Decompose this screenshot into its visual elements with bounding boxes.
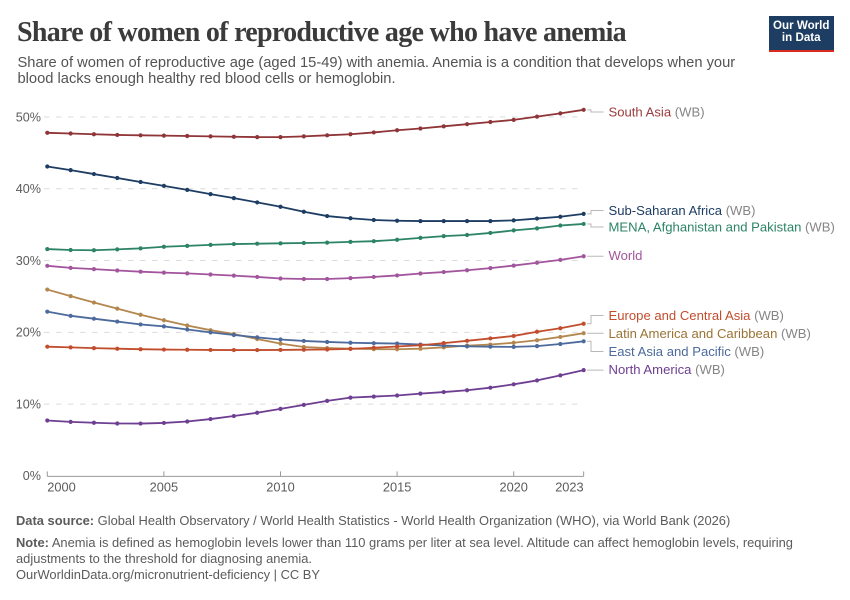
svg-text:North America (WB): North America (WB) [609,362,725,377]
svg-text:50%: 50% [16,110,41,124]
svg-text:2005: 2005 [150,480,178,495]
svg-text:30%: 30% [16,254,41,268]
svg-text:2015: 2015 [383,480,411,495]
svg-text:MENA, Afghanistan and Pakistan: MENA, Afghanistan and Pakistan (WB) [609,220,835,235]
svg-text:2020: 2020 [499,480,527,495]
svg-text:East Asia and Pacific (WB): East Asia and Pacific (WB) [609,344,765,359]
svg-text:40%: 40% [16,182,41,196]
svg-text:2023: 2023 [555,480,583,495]
svg-text:0%: 0% [23,469,41,483]
svg-text:2010: 2010 [266,480,294,495]
svg-text:Europe and Central Asia (WB): Europe and Central Asia (WB) [609,308,784,323]
svg-text:Sub-Saharan Africa (WB): Sub-Saharan Africa (WB) [609,203,756,218]
svg-text:South Asia (WB): South Asia (WB) [609,105,705,120]
svg-text:2000: 2000 [47,480,75,495]
svg-text:20%: 20% [16,326,41,340]
svg-text:Latin America and Caribbean (W: Latin America and Caribbean (WB) [609,326,811,341]
svg-text:10%: 10% [16,397,41,411]
svg-text:World: World [609,248,643,263]
